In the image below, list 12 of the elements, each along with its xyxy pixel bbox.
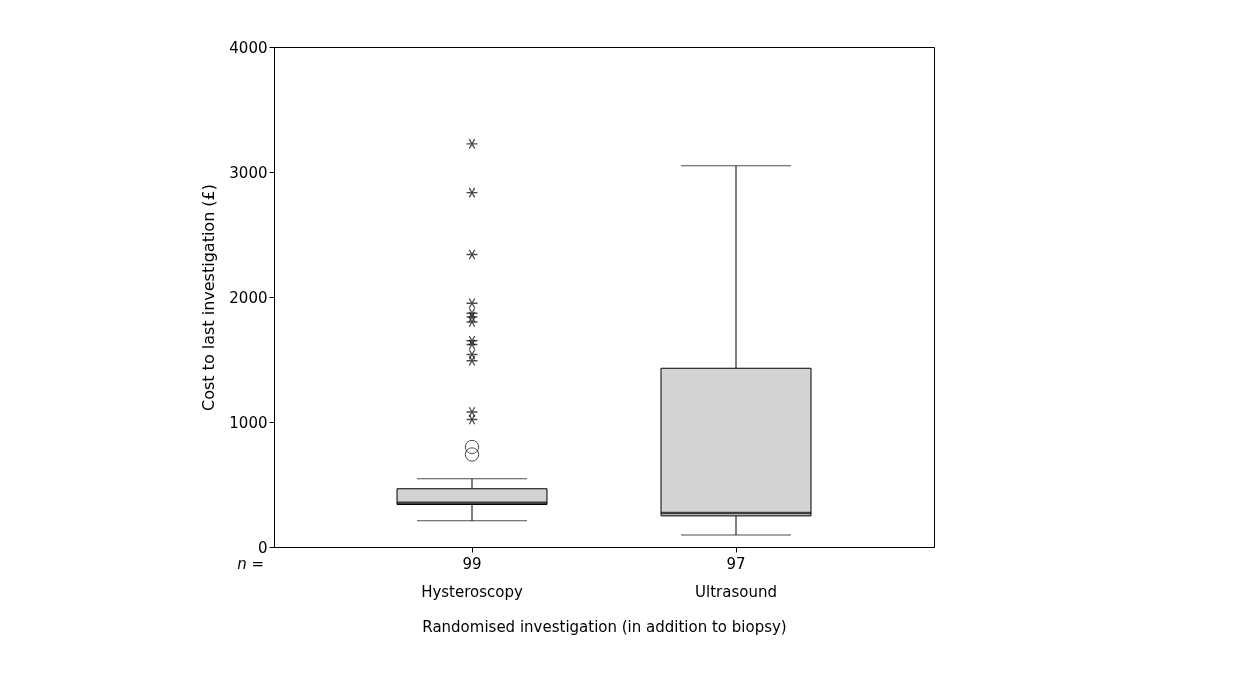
- y-tick-label: 2000: [229, 288, 268, 307]
- y-axis-title: Cost to last investigation (£): [199, 183, 219, 412]
- text: n =: [237, 555, 264, 573]
- text: 97: [726, 555, 746, 573]
- text: 99: [462, 555, 482, 573]
- y-tick-label: 0: [257, 538, 268, 557]
- x-tick-label: Ultrasound: [695, 582, 777, 601]
- y-tick-label: 1000: [229, 413, 268, 432]
- y-tick-label: 4000: [229, 38, 268, 57]
- y-tick-label: 3000: [229, 163, 268, 182]
- x-tick-label: Hysteroscopy: [421, 582, 523, 601]
- x-axis-title: Randomised investigation (in addition to biopsy): [422, 617, 787, 636]
